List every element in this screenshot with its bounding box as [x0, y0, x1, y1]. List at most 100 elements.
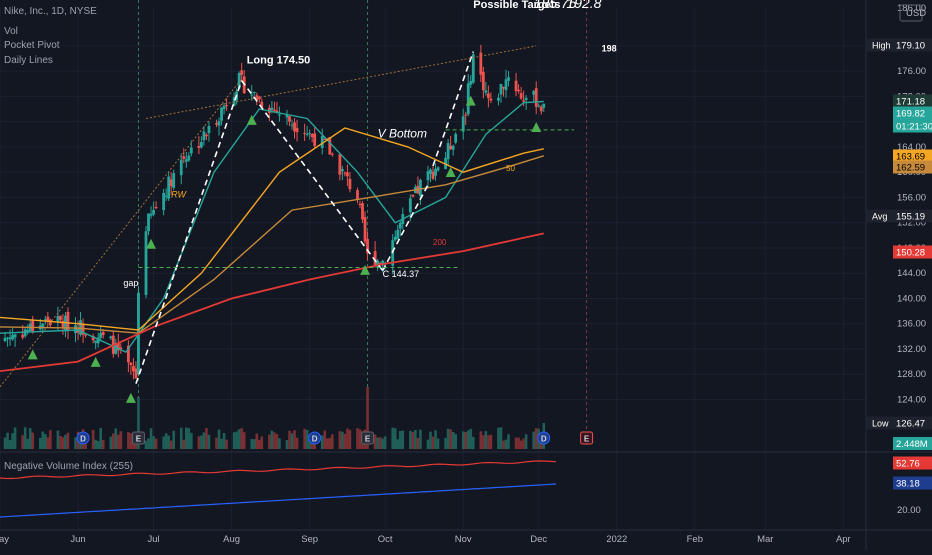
time-axis: May Jun Jul Aug Sep Oct Nov Dec 2022 Feb Mar Apr: [0, 529, 932, 545]
volume-bar: [323, 430, 327, 449]
volume-bar: [44, 434, 47, 449]
volume-bar: [376, 437, 379, 449]
candle-body: [199, 142, 203, 148]
pocket-pivot-marker: [27, 349, 38, 360]
candle-body: [56, 316, 60, 322]
candle-body: [132, 365, 135, 372]
volume-bar: [489, 434, 493, 449]
candle-body: [471, 54, 475, 83]
candle-body: [129, 362, 133, 366]
volume-bar: [426, 439, 430, 449]
volume-bar: [114, 428, 118, 449]
event-marker-label: E: [365, 435, 371, 444]
candle-body: [114, 342, 118, 354]
volume-bar: [207, 434, 211, 449]
volume-bar: [451, 432, 455, 449]
time-tick: Jul: [147, 534, 159, 545]
candle-body: [451, 145, 455, 150]
volume-bar: [429, 431, 432, 449]
volume-bar: [94, 439, 97, 449]
volume-bar: [409, 430, 412, 449]
candle-body: [197, 145, 201, 148]
volume-bar: [373, 434, 377, 449]
candle-body: [257, 96, 261, 100]
candle-body: [479, 52, 483, 75]
volume-bar: [3, 437, 7, 449]
candle-body: [499, 83, 503, 95]
price-badge: [893, 160, 932, 174]
annotation: 200: [433, 238, 447, 247]
badge-label-bg: [867, 38, 893, 52]
price-tick: 132.00: [897, 344, 926, 355]
nvi-badge-value: 38.18: [896, 479, 920, 490]
pocket-pivot-marker: [445, 166, 456, 177]
currency-label: USD: [906, 8, 926, 19]
volume-bar: [358, 429, 362, 449]
volume-bar: [28, 428, 32, 449]
nvi-badge: [893, 476, 932, 490]
volume-bar: [268, 434, 271, 449]
candle-body: [446, 143, 450, 160]
volume-bar: [290, 433, 294, 449]
ma-line-50: [0, 127, 544, 331]
volume-bar: [273, 432, 276, 449]
price-badge-value: 163.69: [896, 152, 925, 163]
candle-body: [522, 100, 526, 102]
time-tick: Oct: [378, 534, 393, 545]
price-badge-value: 155.19: [896, 212, 925, 223]
volume-bar: [197, 436, 201, 449]
volume-bar: [484, 431, 488, 449]
dividend-marker: [76, 431, 90, 445]
candle-body: [502, 86, 505, 89]
volume-bar: [242, 432, 246, 449]
candle-body: [184, 159, 188, 162]
volume-bar: [270, 430, 274, 449]
dividend-marker: [537, 431, 551, 445]
candle-body: [275, 110, 279, 113]
volume-bar: [522, 438, 525, 449]
volume-bar: [454, 433, 457, 449]
candle-body: [207, 125, 211, 133]
badge-label-bg: [867, 209, 893, 223]
price-badge: [893, 119, 932, 133]
volume-bar: [237, 429, 241, 449]
volume-bar: [152, 436, 155, 449]
candle-body: [361, 203, 364, 220]
badge-label: High: [872, 41, 891, 51]
candle-body: [167, 176, 171, 199]
price-tick: 152.00: [897, 218, 926, 229]
badge-label-bg: [867, 416, 893, 430]
volume-bar: [182, 439, 186, 449]
price-badge: [893, 106, 932, 120]
volume-bar: [275, 434, 279, 449]
candle-body: [356, 190, 359, 201]
volume-bar: [26, 438, 29, 449]
volume-bar: [278, 438, 281, 449]
candle-body: [340, 168, 344, 172]
candle-body: [189, 147, 193, 154]
candle-body: [464, 114, 468, 116]
candle-body: [215, 123, 218, 125]
time-tick: Jun: [70, 534, 85, 545]
candle-body: [305, 133, 309, 135]
candle-body: [205, 134, 208, 137]
candle-body: [542, 103, 546, 108]
candle-body: [74, 325, 77, 334]
volume-bar: [331, 434, 334, 449]
volume-bar: [200, 435, 203, 449]
price-badge-value: 171.18: [896, 97, 925, 108]
candle-body: [149, 213, 153, 216]
candle-body: [489, 98, 493, 101]
legend-daily-lines: Daily Lines: [4, 55, 53, 66]
candle-body: [96, 337, 100, 344]
nvi-title: Negative Volume Index (255): [4, 461, 133, 472]
candle-body: [328, 137, 332, 155]
candle-body: [411, 194, 415, 197]
candle-body: [202, 131, 206, 141]
volume-bar: [101, 439, 105, 449]
candle-body: [250, 94, 254, 96]
